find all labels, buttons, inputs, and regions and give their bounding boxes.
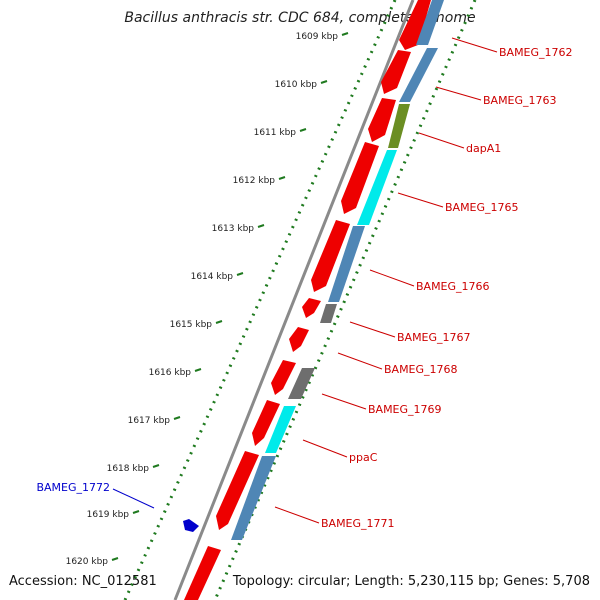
gene-label-layer: BAMEG_1762 BAMEG_1763 dapA1 BAMEG_1765 BAMEG… <box>36 37 573 530</box>
gene-label-leader-line <box>418 132 465 149</box>
gene-label-leader-line <box>112 488 155 509</box>
gene-BAMEG_1769-arrow[interactable] <box>271 360 296 395</box>
gene-ppaC-arrow[interactable] <box>252 400 280 446</box>
kbp-tick-mark <box>257 224 265 228</box>
gene-label-leader-line <box>397 192 444 208</box>
kbp-tick-mark <box>299 128 307 132</box>
gene-BAMEG_1762-arrow[interactable] <box>399 0 431 50</box>
gene-label-leader-line <box>349 321 396 338</box>
gene-BAMEG_1762-reverse[interactable] <box>416 0 444 45</box>
kbp-tick-mark <box>236 272 244 276</box>
outer-dotted-ruler <box>213 0 477 600</box>
kbp-tick-mark <box>173 416 181 420</box>
kbp-tick-label: 1613 kbp <box>212 224 255 234</box>
gene-ppaC-block[interactable] <box>265 406 296 453</box>
gene-dapA1-arrow[interactable] <box>368 98 396 142</box>
gene-label-BAMEG_1768[interactable]: BAMEG_1768 <box>384 363 458 376</box>
gene-label-leader-line <box>274 506 320 524</box>
gene-label-leader-line <box>451 37 498 53</box>
kbp-scale: 1609 kbp 1610 kbp 1611 kbp 1612 kbp 1613 kbp… <box>66 32 349 567</box>
map-title: Bacillus anthracis str. CDC 684, complet… <box>124 10 476 26</box>
kbp-tick-label: 1611 kbp <box>254 128 297 138</box>
gene-label-BAMEG_1766[interactable]: BAMEG_1766 <box>416 280 490 293</box>
gene-label-leader-line <box>337 352 383 370</box>
forward-gene-track <box>184 0 431 600</box>
gene-label-leader-line <box>435 86 482 101</box>
gene-BAMEG_1772-arrow[interactable] <box>183 519 199 532</box>
genome-backbone <box>173 0 415 600</box>
gene-BAMEG_1763-reverse[interactable] <box>399 48 438 102</box>
gene-BAMEG_1766-arrow[interactable] <box>311 220 350 292</box>
topology-text: Topology: circular; Length: 5,230,115 bp… <box>232 574 590 589</box>
kbp-tick-mark <box>132 510 140 514</box>
gene-label-BAMEG_1762[interactable]: BAMEG_1762 <box>499 46 573 59</box>
kbp-tick-mark <box>152 464 160 468</box>
reverse-gene-track <box>231 0 444 540</box>
gene-label-ppaC[interactable]: ppaC <box>349 451 378 464</box>
gene-next-arrow[interactable] <box>184 546 221 600</box>
gene-label-BAMEG_1771[interactable]: BAMEG_1771 <box>321 517 395 530</box>
gene-BAMEG_1765-block[interactable] <box>357 150 397 225</box>
gene-BAMEG_1767-block[interactable] <box>320 304 337 323</box>
gene-BAMEG_1769-block[interactable] <box>288 368 315 399</box>
kbp-tick-label: 1612 kbp <box>233 176 276 186</box>
gene-label-BAMEG_1765[interactable]: BAMEG_1765 <box>445 201 519 214</box>
kbp-tick-label: 1614 kbp <box>191 272 234 282</box>
gene-BAMEG_1768-arrow[interactable] <box>289 327 309 352</box>
kbp-tick-label: 1618 kbp <box>107 464 150 474</box>
inner-dotted-ruler <box>123 0 397 600</box>
gene-label-BAMEG_1772[interactable]: BAMEG_1772 <box>36 481 110 494</box>
gene-label-leader-line <box>302 439 348 458</box>
kbp-tick-mark <box>194 368 202 372</box>
kbp-tick-label: 1609 kbp <box>296 32 339 42</box>
kbp-tick-label: 1620 kbp <box>66 557 109 567</box>
accession-text: Accession: NC_012581 <box>9 574 157 589</box>
gene-BAMEG_1767-arrow[interactable] <box>302 298 321 318</box>
gene-label-BAMEG_1769[interactable]: BAMEG_1769 <box>368 403 442 416</box>
kbp-tick-mark <box>341 32 349 36</box>
kbp-tick-label: 1615 kbp <box>170 320 213 330</box>
gene-dapA1-block[interactable] <box>388 104 410 148</box>
gene-BAMEG_1765-arrow[interactable] <box>341 142 379 214</box>
gene-BAMEG_1771-arrow[interactable] <box>216 451 259 530</box>
kbp-tick-mark <box>111 557 119 561</box>
kbp-tick-label: 1619 kbp <box>87 510 130 520</box>
kbp-tick-mark <box>278 176 286 180</box>
gene-BAMEG_1763-arrow[interactable] <box>381 50 411 94</box>
kbp-tick-label: 1616 kbp <box>149 368 192 378</box>
kbp-tick-mark <box>320 80 328 84</box>
kbp-tick-mark <box>215 320 223 324</box>
kbp-tick-label: 1617 kbp <box>128 416 171 426</box>
kbp-tick-label: 1610 kbp <box>275 80 318 90</box>
gene-label-BAMEG_1767[interactable]: BAMEG_1767 <box>397 331 471 344</box>
gene-label-leader-line <box>369 269 415 287</box>
gene-BAMEG_1771-reverse[interactable] <box>231 456 276 540</box>
gene-label-leader-line <box>321 393 367 410</box>
gene-BAMEG_1766-reverse[interactable] <box>328 226 365 302</box>
gene-label-BAMEG_1763[interactable]: BAMEG_1763 <box>483 94 557 107</box>
gene-label-dapA1[interactable]: dapA1 <box>466 142 501 155</box>
